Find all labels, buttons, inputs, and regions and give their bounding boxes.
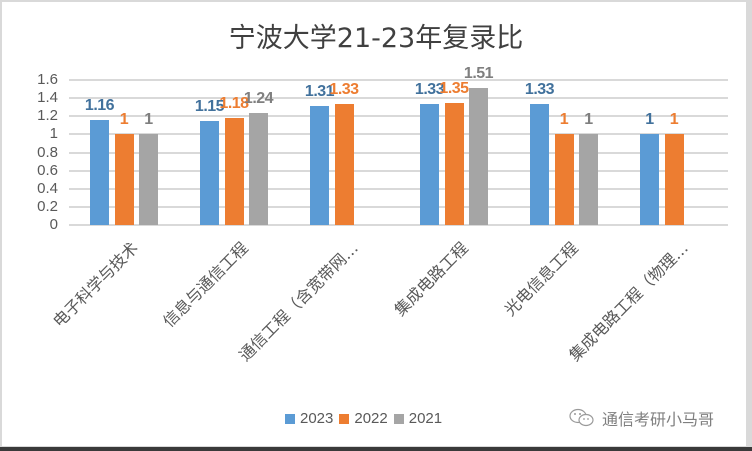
data-label: 1.51 <box>463 65 494 83</box>
bottom-border <box>0 447 752 451</box>
y-tick-label: 0.6 <box>37 161 58 179</box>
bar-2022 <box>554 134 574 225</box>
y-tick-label: 0.2 <box>37 197 58 215</box>
y-tick-label: 0.4 <box>37 179 58 197</box>
bar-2021 <box>469 88 488 225</box>
y-tick-label: 1.4 <box>37 89 58 107</box>
gridline <box>69 97 728 100</box>
legend-label: 2023 <box>300 410 334 427</box>
bar-2023 <box>90 119 109 225</box>
data-label: 1.35 <box>439 79 469 97</box>
gridline <box>69 205 728 208</box>
data-label: 1.33 <box>414 81 445 99</box>
legend-swatch <box>339 413 350 424</box>
y-tick-label: 1 <box>49 125 58 143</box>
data-label: 1 <box>119 111 129 129</box>
gridline <box>69 133 728 136</box>
bar-2022 <box>444 102 464 225</box>
legend-swatch <box>285 413 295 424</box>
bar-2022 <box>334 104 354 225</box>
bar-2022 <box>664 134 684 225</box>
gridline <box>69 115 728 118</box>
data-label: 1 <box>645 111 654 129</box>
data-label: 1.18 <box>219 95 249 113</box>
bar-2023 <box>530 104 549 225</box>
bar-2023 <box>640 134 659 225</box>
chart-title: 宁波大学21-23年复录比 <box>228 23 524 54</box>
legend-item-2021: 2021 <box>393 410 443 427</box>
data-label: 1.33 <box>524 81 555 99</box>
gridline <box>69 169 728 172</box>
gridline <box>69 224 728 226</box>
watermark: 通信考研小马哥 <box>568 406 714 430</box>
bar-2023 <box>310 106 329 225</box>
data-label: 1 <box>669 111 679 129</box>
y-tick-label: 0.8 <box>37 143 58 161</box>
bar-2023 <box>200 120 219 225</box>
bar-2021 <box>139 134 158 225</box>
bar-2022 <box>224 118 244 225</box>
legend: 2023 2022 2021 <box>285 410 448 427</box>
wechat-icon <box>569 408 594 427</box>
data-label: 1.15 <box>194 97 225 115</box>
legend-label: 2022 <box>354 410 388 427</box>
y-tick-label: 1.6 <box>37 71 58 88</box>
legend-item-2022: 2022 <box>339 410 388 427</box>
bar-2023 <box>420 104 439 225</box>
legend-swatch <box>393 413 404 424</box>
data-label: 1.16 <box>84 96 115 114</box>
data-label: 1.24 <box>243 89 274 107</box>
legend-label: 2021 <box>408 410 443 427</box>
bar-2021 <box>249 112 268 225</box>
data-label: 1 <box>584 111 593 129</box>
y-tick-label: 0 <box>49 216 58 233</box>
bar-2022 <box>114 134 134 225</box>
gridline <box>69 79 728 81</box>
bar-2021 <box>579 134 598 225</box>
legend-item-2023: 2023 <box>285 410 333 427</box>
data-label: 1.33 <box>329 81 359 99</box>
data-label: 1.31 <box>304 83 335 101</box>
data-label: 1 <box>144 111 153 129</box>
gridline <box>69 187 728 190</box>
data-label: 1 <box>559 111 569 129</box>
watermark-text: 通信考研小马哥 <box>602 412 715 429</box>
y-tick-label: 1.2 <box>37 107 58 125</box>
gridline <box>69 151 728 154</box>
